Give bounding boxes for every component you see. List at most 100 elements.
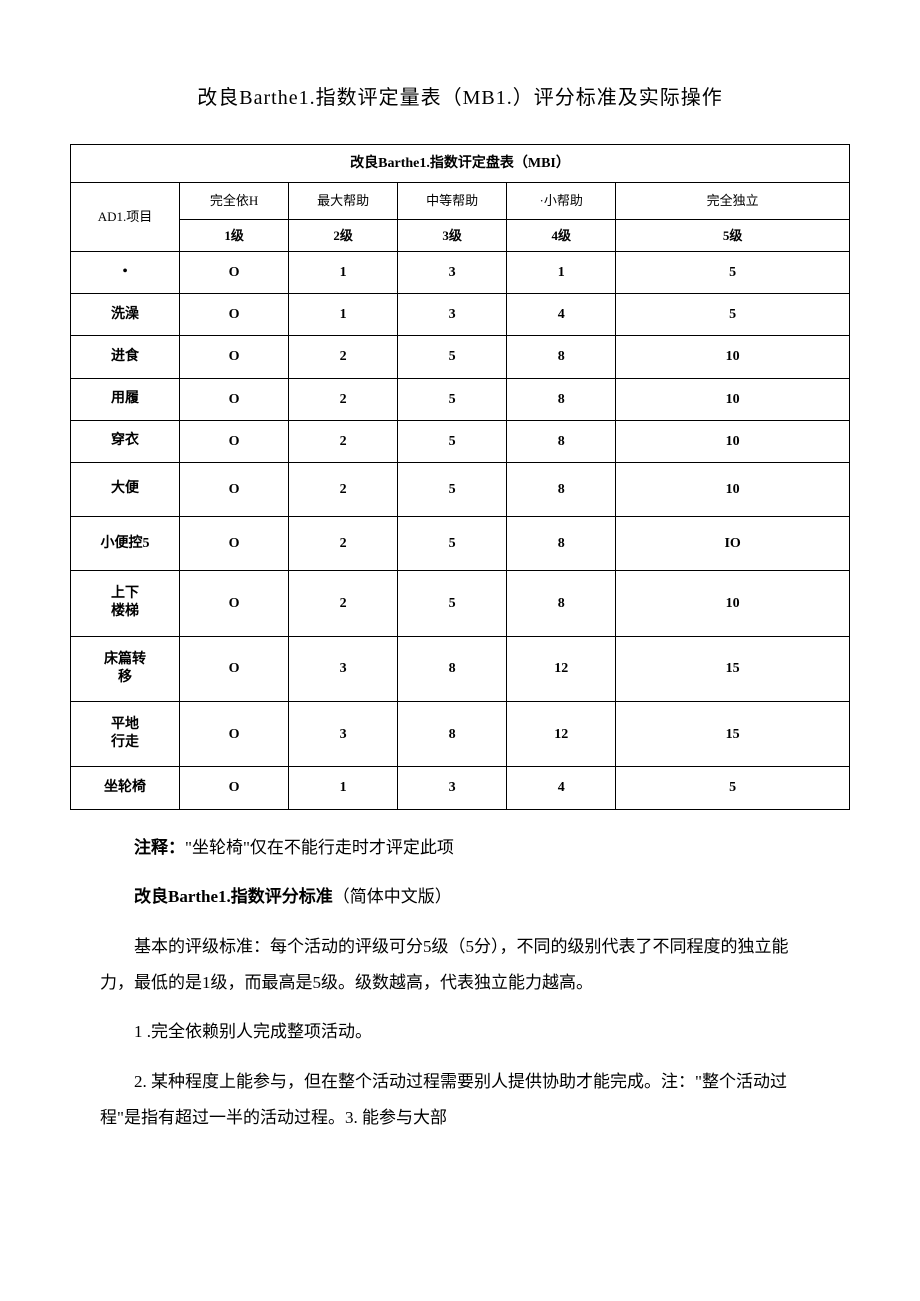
table-row: • O 1 3 1 5 — [71, 251, 850, 293]
note-content: "坐轮椅"仅在不能行走时才评定此项 — [185, 838, 454, 857]
cell-value: O — [180, 420, 289, 462]
cell-value: O — [180, 378, 289, 420]
cell-value: O — [180, 636, 289, 701]
cell-value: 5 — [616, 294, 850, 336]
cell-value: 10 — [616, 378, 850, 420]
cell-value: 12 — [507, 702, 616, 767]
table-row: 进食 O 2 5 8 10 — [71, 336, 850, 378]
cell-value: 10 — [616, 571, 850, 636]
cell-value: 1 — [289, 767, 398, 809]
header-adl: AD1.项目 — [71, 183, 180, 252]
table-row: 床篇转移 O 3 8 12 15 — [71, 636, 850, 701]
cell-value: 5 — [398, 336, 507, 378]
cell-value: 5 — [616, 767, 850, 809]
cell-value: 1 — [507, 251, 616, 293]
cell-value: 8 — [507, 378, 616, 420]
cell-value: 3 — [289, 636, 398, 701]
row-label: • — [71, 251, 180, 293]
cell-value: 4 — [507, 767, 616, 809]
level-3: 3级 — [398, 219, 507, 251]
cell-value: 3 — [398, 251, 507, 293]
table-level-row: 1级 2级 3级 4级 5级 — [71, 219, 850, 251]
cell-value: 5 — [398, 517, 507, 571]
level-4: 4级 — [507, 219, 616, 251]
cell-value: 15 — [616, 702, 850, 767]
cell-value: 2 — [289, 571, 398, 636]
cell-value: O — [180, 251, 289, 293]
table-row: 平地行走 O 3 8 12 15 — [71, 702, 850, 767]
table-caption-row: 改良Barthe1.指数讦定盘表（MBI） — [71, 145, 850, 183]
header-fully-dependent: 完全依H — [180, 183, 289, 219]
cell-value: 3 — [289, 702, 398, 767]
cell-value: O — [180, 462, 289, 516]
page-title: 改良Barthe1.指数评定量表（MB1.）评分标准及实际操作 — [70, 80, 850, 116]
row-label: 坐轮椅 — [71, 767, 180, 809]
table-row: 上下楼梯 O 2 5 8 10 — [71, 571, 850, 636]
cell-value: O — [180, 294, 289, 336]
cell-value: 10 — [616, 420, 850, 462]
cell-value: 12 — [507, 636, 616, 701]
mbi-score-table: 改良Barthe1.指数讦定盘表（MBI） AD1.项目 完全依H 最大帮助 中… — [70, 144, 850, 810]
table-row: 大便 O 2 5 8 10 — [71, 462, 850, 516]
cell-value: O — [180, 702, 289, 767]
table-header-row: AD1.项目 完全依H 最大帮助 中等帮助 ·小帮助 完全独立 — [71, 183, 850, 219]
cell-value: 8 — [398, 702, 507, 767]
cell-value: 2 — [289, 420, 398, 462]
note-label: 注释： — [134, 838, 185, 857]
body-text: 注释："坐轮椅"仅在不能行走时才评定此项 改良Barthe1.指数评分标准（简体… — [70, 830, 850, 1136]
cell-value: 2 — [289, 517, 398, 571]
subtitle-rest: （简体中文版） — [333, 887, 452, 906]
cell-value: 2 — [289, 378, 398, 420]
cell-value: O — [180, 336, 289, 378]
row-label: 小便控5 — [71, 517, 180, 571]
cell-value: O — [180, 517, 289, 571]
row-label: 进食 — [71, 336, 180, 378]
row-label: 洗澡 — [71, 294, 180, 336]
para-item-1: 1 .完全依赖别人完成整项活动。 — [100, 1014, 820, 1050]
row-label: 大便 — [71, 462, 180, 516]
para-item-2: 2. 某种程度上能参与，但在整个活动过程需要别人提供协助才能完成。注："整个活动… — [100, 1064, 820, 1135]
cell-value: 1 — [289, 294, 398, 336]
cell-value: 8 — [507, 336, 616, 378]
row-label: 上下楼梯 — [71, 571, 180, 636]
table-caption: 改良Barthe1.指数讦定盘表（MBI） — [71, 145, 850, 183]
table-row: 洗澡 O 1 3 4 5 — [71, 294, 850, 336]
cell-value: 5 — [398, 462, 507, 516]
level-1: 1级 — [180, 219, 289, 251]
cell-value: 10 — [616, 462, 850, 516]
row-label: 穿衣 — [71, 420, 180, 462]
table-row: 坐轮椅 O 1 3 4 5 — [71, 767, 850, 809]
cell-value: O — [180, 767, 289, 809]
cell-value: 2 — [289, 462, 398, 516]
cell-value: 10 — [616, 336, 850, 378]
cell-value: 15 — [616, 636, 850, 701]
cell-value: 5 — [398, 571, 507, 636]
cell-value: 5 — [398, 420, 507, 462]
level-5: 5级 — [616, 219, 850, 251]
cell-value: 4 — [507, 294, 616, 336]
cell-value: 1 — [289, 251, 398, 293]
cell-value: 3 — [398, 767, 507, 809]
cell-value: 8 — [507, 462, 616, 516]
subtitle-bold: 改良Barthe1.指数评分标准 — [134, 887, 333, 906]
cell-value: 3 — [398, 294, 507, 336]
row-label: 平地行走 — [71, 702, 180, 767]
row-label: 床篇转移 — [71, 636, 180, 701]
subtitle-paragraph: 改良Barthe1.指数评分标准（简体中文版） — [100, 879, 820, 915]
header-max-assist: 最大帮助 — [289, 183, 398, 219]
note-paragraph: 注释："坐轮椅"仅在不能行走时才评定此项 — [100, 830, 820, 866]
cell-value: 5 — [616, 251, 850, 293]
level-2: 2级 — [289, 219, 398, 251]
row-label: 用履 — [71, 378, 180, 420]
table-row: 穿衣 O 2 5 8 10 — [71, 420, 850, 462]
table-row: 用履 O 2 5 8 10 — [71, 378, 850, 420]
cell-value: 8 — [507, 571, 616, 636]
cell-value: IO — [616, 517, 850, 571]
cell-value: 5 — [398, 378, 507, 420]
header-min-assist: ·小帮助 — [507, 183, 616, 219]
table-row: 小便控5 O 2 5 8 IO — [71, 517, 850, 571]
header-independent: 完全独立 — [616, 183, 850, 219]
header-mod-assist: 中等帮助 — [398, 183, 507, 219]
cell-value: O — [180, 571, 289, 636]
para-basic-standard: 基本的评级标准：每个活动的评级可分5级（5分），不同的级别代表了不同程度的独立能… — [100, 929, 820, 1000]
